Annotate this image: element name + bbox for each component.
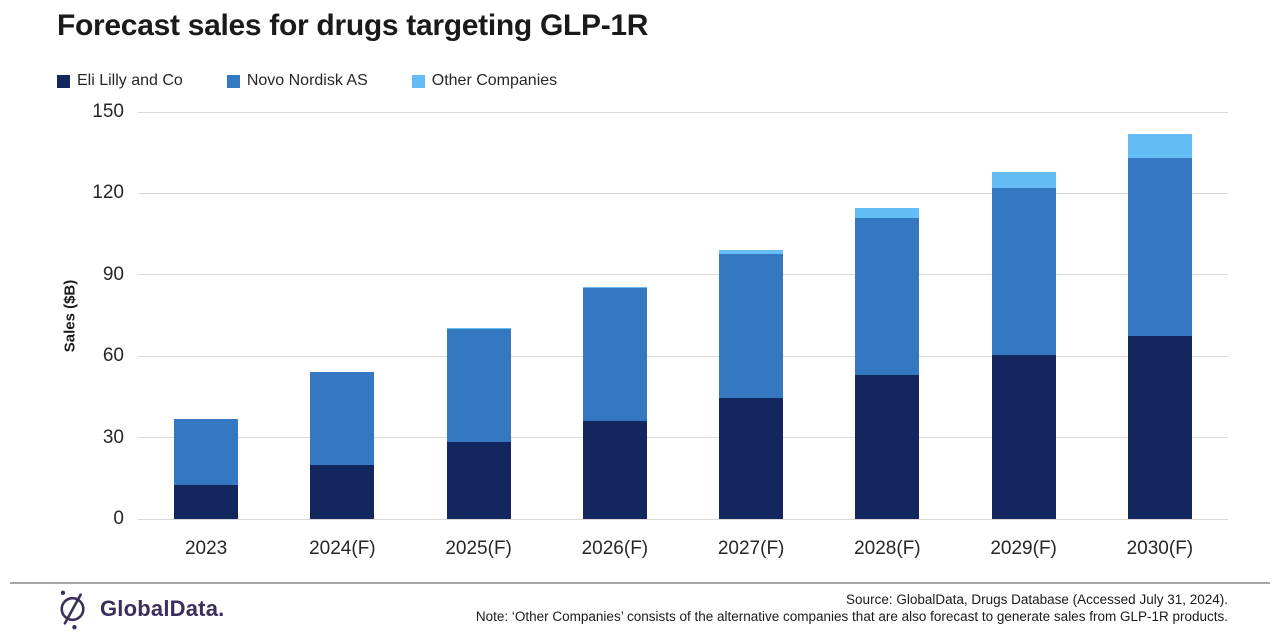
stacked-bar-2023: [174, 418, 239, 519]
legend-swatch-icon: [411, 74, 425, 88]
bar-segment: [582, 287, 647, 289]
legend-item-1: Novo Nordisk AS: [226, 72, 368, 90]
legend-swatch-icon: [226, 74, 240, 88]
bar-slot-2023: [138, 418, 274, 519]
bar-slot-2029(F): [956, 171, 1092, 519]
bar-slot-2024(F): [274, 372, 410, 519]
bar-segment: [991, 171, 1056, 188]
bar-segment: [991, 354, 1056, 519]
bar-slot-2025(F): [411, 327, 547, 519]
legend-label: Novo Nordisk AS: [246, 72, 368, 89]
x-axis-label-2024(F): 2024(F): [309, 538, 376, 559]
bar-segment: [446, 441, 511, 519]
stacked-bar-2029(F): [991, 171, 1056, 519]
gridline-150: [138, 111, 1228, 113]
bar-segment: [1127, 133, 1192, 159]
source-note-block: Source: GlobalData, Drugs Database (Acce…: [476, 591, 1228, 625]
x-axis-label-2025(F): 2025(F): [445, 538, 512, 559]
x-axis-label-2028(F): 2028(F): [854, 538, 921, 559]
y-tick-label-30: 30: [102, 426, 124, 448]
page-title: Forecast sales for drugs targeting GLP-1…: [57, 9, 649, 42]
x-axis-label-2023: 2023: [184, 538, 228, 559]
stacked-bar-2025(F): [446, 327, 511, 519]
stacked-bar-2028(F): [855, 208, 920, 519]
chart-plot: [138, 111, 1228, 520]
legend-label: Other Companies: [431, 72, 558, 89]
y-tick-label-120: 120: [92, 182, 124, 204]
y-tick-label-150: 150: [92, 101, 124, 122]
y-tick-label-0: 0: [113, 508, 124, 529]
gridline-30: [138, 437, 1228, 439]
bar-segment: [310, 372, 375, 465]
legend-item-0: Eli Lilly and Co: [57, 72, 183, 90]
legend-swatch-icon: [57, 74, 70, 88]
x-axis-label-2029(F): 2029(F): [990, 538, 1057, 559]
bar-segment: [174, 418, 239, 486]
bar-segment: [855, 375, 920, 519]
bar-segment: [719, 398, 784, 519]
gridline-60: [138, 355, 1228, 357]
bar-slot-2028(F): [819, 208, 955, 519]
bar-segment: [991, 187, 1056, 355]
bar-segment: [1127, 158, 1192, 336]
legend-label: Eli Lilly and Co: [77, 72, 183, 89]
bar-slot-2026(F): [547, 287, 683, 519]
stacked-bar-2026(F): [582, 287, 647, 519]
bar-segment: [582, 288, 647, 422]
source-line: Source: GlobalData, Drugs Database (Acce…: [846, 592, 1228, 607]
gridline-120: [138, 192, 1228, 194]
brand-logo: GlobalData.: [55, 588, 224, 630]
stacked-bar-2024(F): [310, 372, 375, 519]
x-axis-label-2030(F): 2030(F): [1126, 538, 1194, 559]
bar-segment: [174, 485, 239, 519]
y-tick-label-60: 60: [102, 345, 124, 367]
stacked-bar-2030(F): [1127, 133, 1192, 519]
x-axis-label-2027(F): 2027(F): [717, 538, 785, 559]
bar-slot-2030(F): [1092, 133, 1228, 519]
y-axis-title: Sales ($B): [61, 279, 79, 353]
x-axis-label-2026(F): 2026(F): [581, 538, 649, 559]
chart-legend: Eli Lilly and Co Novo Nordisk AS Other Com…: [57, 72, 557, 90]
footer-divider: [10, 582, 1270, 584]
bar-segment: [719, 250, 784, 255]
bar-slot-2027(F): [683, 250, 819, 519]
bar-segment: [582, 421, 647, 519]
bar-segment: [855, 208, 920, 218]
stacked-bar-2027(F): [719, 250, 784, 519]
gridline-90: [138, 274, 1228, 276]
bar-segment: [446, 329, 511, 442]
globaldata-logo-icon: [60, 590, 85, 630]
bar-segment: [310, 464, 375, 519]
y-tick-label-90: 90: [102, 263, 124, 285]
gridline-0: [138, 518, 1228, 520]
bar-segment: [1127, 335, 1192, 519]
note-line: Note: ‘Other Companies’ consists of the …: [475, 609, 1228, 624]
brand-name: GlobalData.: [100, 596, 225, 621]
bar-segment: [719, 254, 784, 399]
bar-segment: [855, 217, 920, 376]
bar-segment: [446, 327, 511, 330]
legend-item-2: Other Companies: [411, 72, 558, 90]
